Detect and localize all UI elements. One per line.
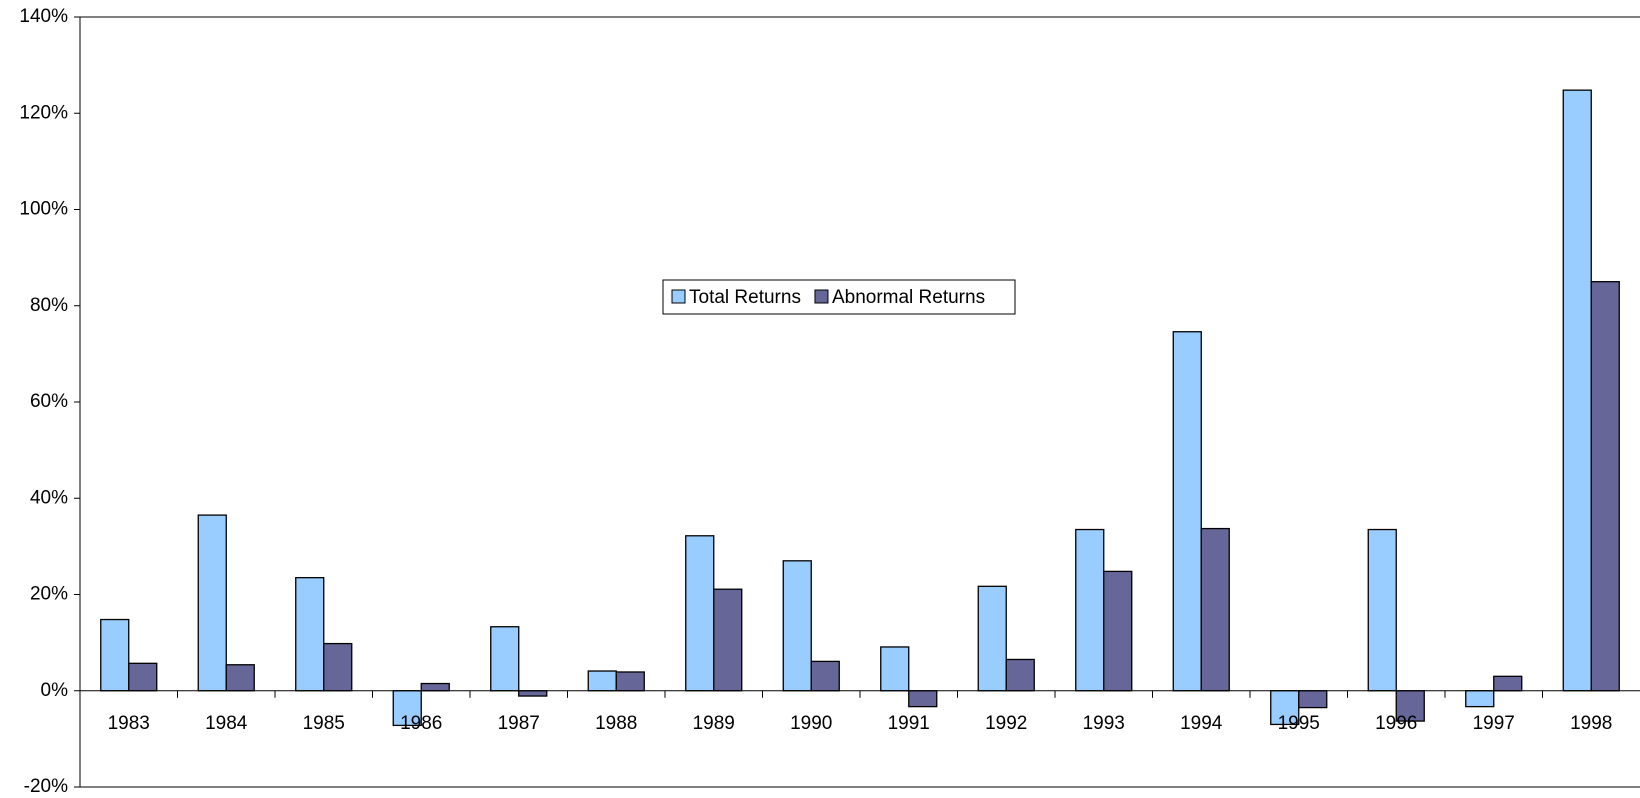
bar	[782, 560, 812, 692]
legend-swatch	[814, 289, 829, 304]
bar	[1590, 281, 1620, 692]
bar	[880, 646, 910, 692]
y-tick-label: -20%	[24, 776, 68, 797]
y-tick-label: 0%	[41, 680, 69, 701]
x-tick-label: 1990	[790, 713, 832, 734]
legend-label: Total Returns	[689, 287, 801, 308]
x-tick-label: 1993	[1083, 713, 1125, 734]
y-tick-label: 60%	[30, 391, 68, 412]
x-tick-label: 1987	[498, 713, 540, 734]
x-tick-label: 1986	[400, 713, 442, 734]
bar	[1465, 690, 1495, 708]
bar	[225, 664, 255, 692]
bar	[1298, 690, 1328, 709]
x-tick-label: 1984	[205, 713, 248, 734]
bar	[420, 682, 450, 692]
bar	[1562, 89, 1592, 692]
bar	[977, 585, 1007, 692]
y-tick-label: 20%	[30, 584, 68, 605]
x-tick-label: 1983	[108, 713, 150, 734]
bar	[323, 642, 353, 692]
bar	[490, 626, 520, 692]
bar	[100, 618, 130, 692]
x-tick-label: 1992	[985, 713, 1027, 734]
x-tick-label: 1989	[693, 713, 735, 734]
x-tick-label: 1997	[1473, 713, 1515, 734]
x-tick-label: 1998	[1570, 713, 1612, 734]
bar	[1103, 570, 1133, 692]
legend-swatch	[671, 289, 686, 304]
bar	[518, 690, 548, 697]
bar	[1005, 658, 1035, 692]
bar	[392, 690, 422, 727]
x-tick-label: 1985	[303, 713, 345, 734]
bar	[1075, 528, 1105, 692]
x-tick-label: 1988	[595, 713, 637, 734]
bar	[908, 690, 938, 708]
bar	[1493, 675, 1523, 692]
bar	[1200, 527, 1230, 692]
bar	[128, 662, 158, 692]
bar	[810, 660, 840, 692]
bar	[1367, 528, 1397, 692]
x-tick-label: 1994	[1180, 713, 1223, 734]
y-tick-label: 120%	[19, 102, 68, 123]
bar	[197, 514, 227, 692]
y-tick-label: 40%	[30, 487, 68, 508]
bar	[685, 535, 715, 692]
bar	[295, 577, 325, 692]
bar	[587, 670, 617, 692]
y-tick-label: 80%	[30, 295, 68, 316]
y-tick-label: 100%	[19, 199, 68, 220]
bar	[1172, 331, 1202, 692]
legend-label: Abnormal Returns	[832, 287, 985, 308]
x-tick-label: 1996	[1375, 713, 1417, 734]
x-tick-label: 1991	[888, 713, 930, 734]
bar	[615, 671, 645, 692]
bar	[713, 588, 743, 692]
x-tick-label: 1995	[1278, 713, 1320, 734]
y-tick-label: 140%	[19, 6, 68, 27]
legend-box	[662, 279, 1016, 315]
